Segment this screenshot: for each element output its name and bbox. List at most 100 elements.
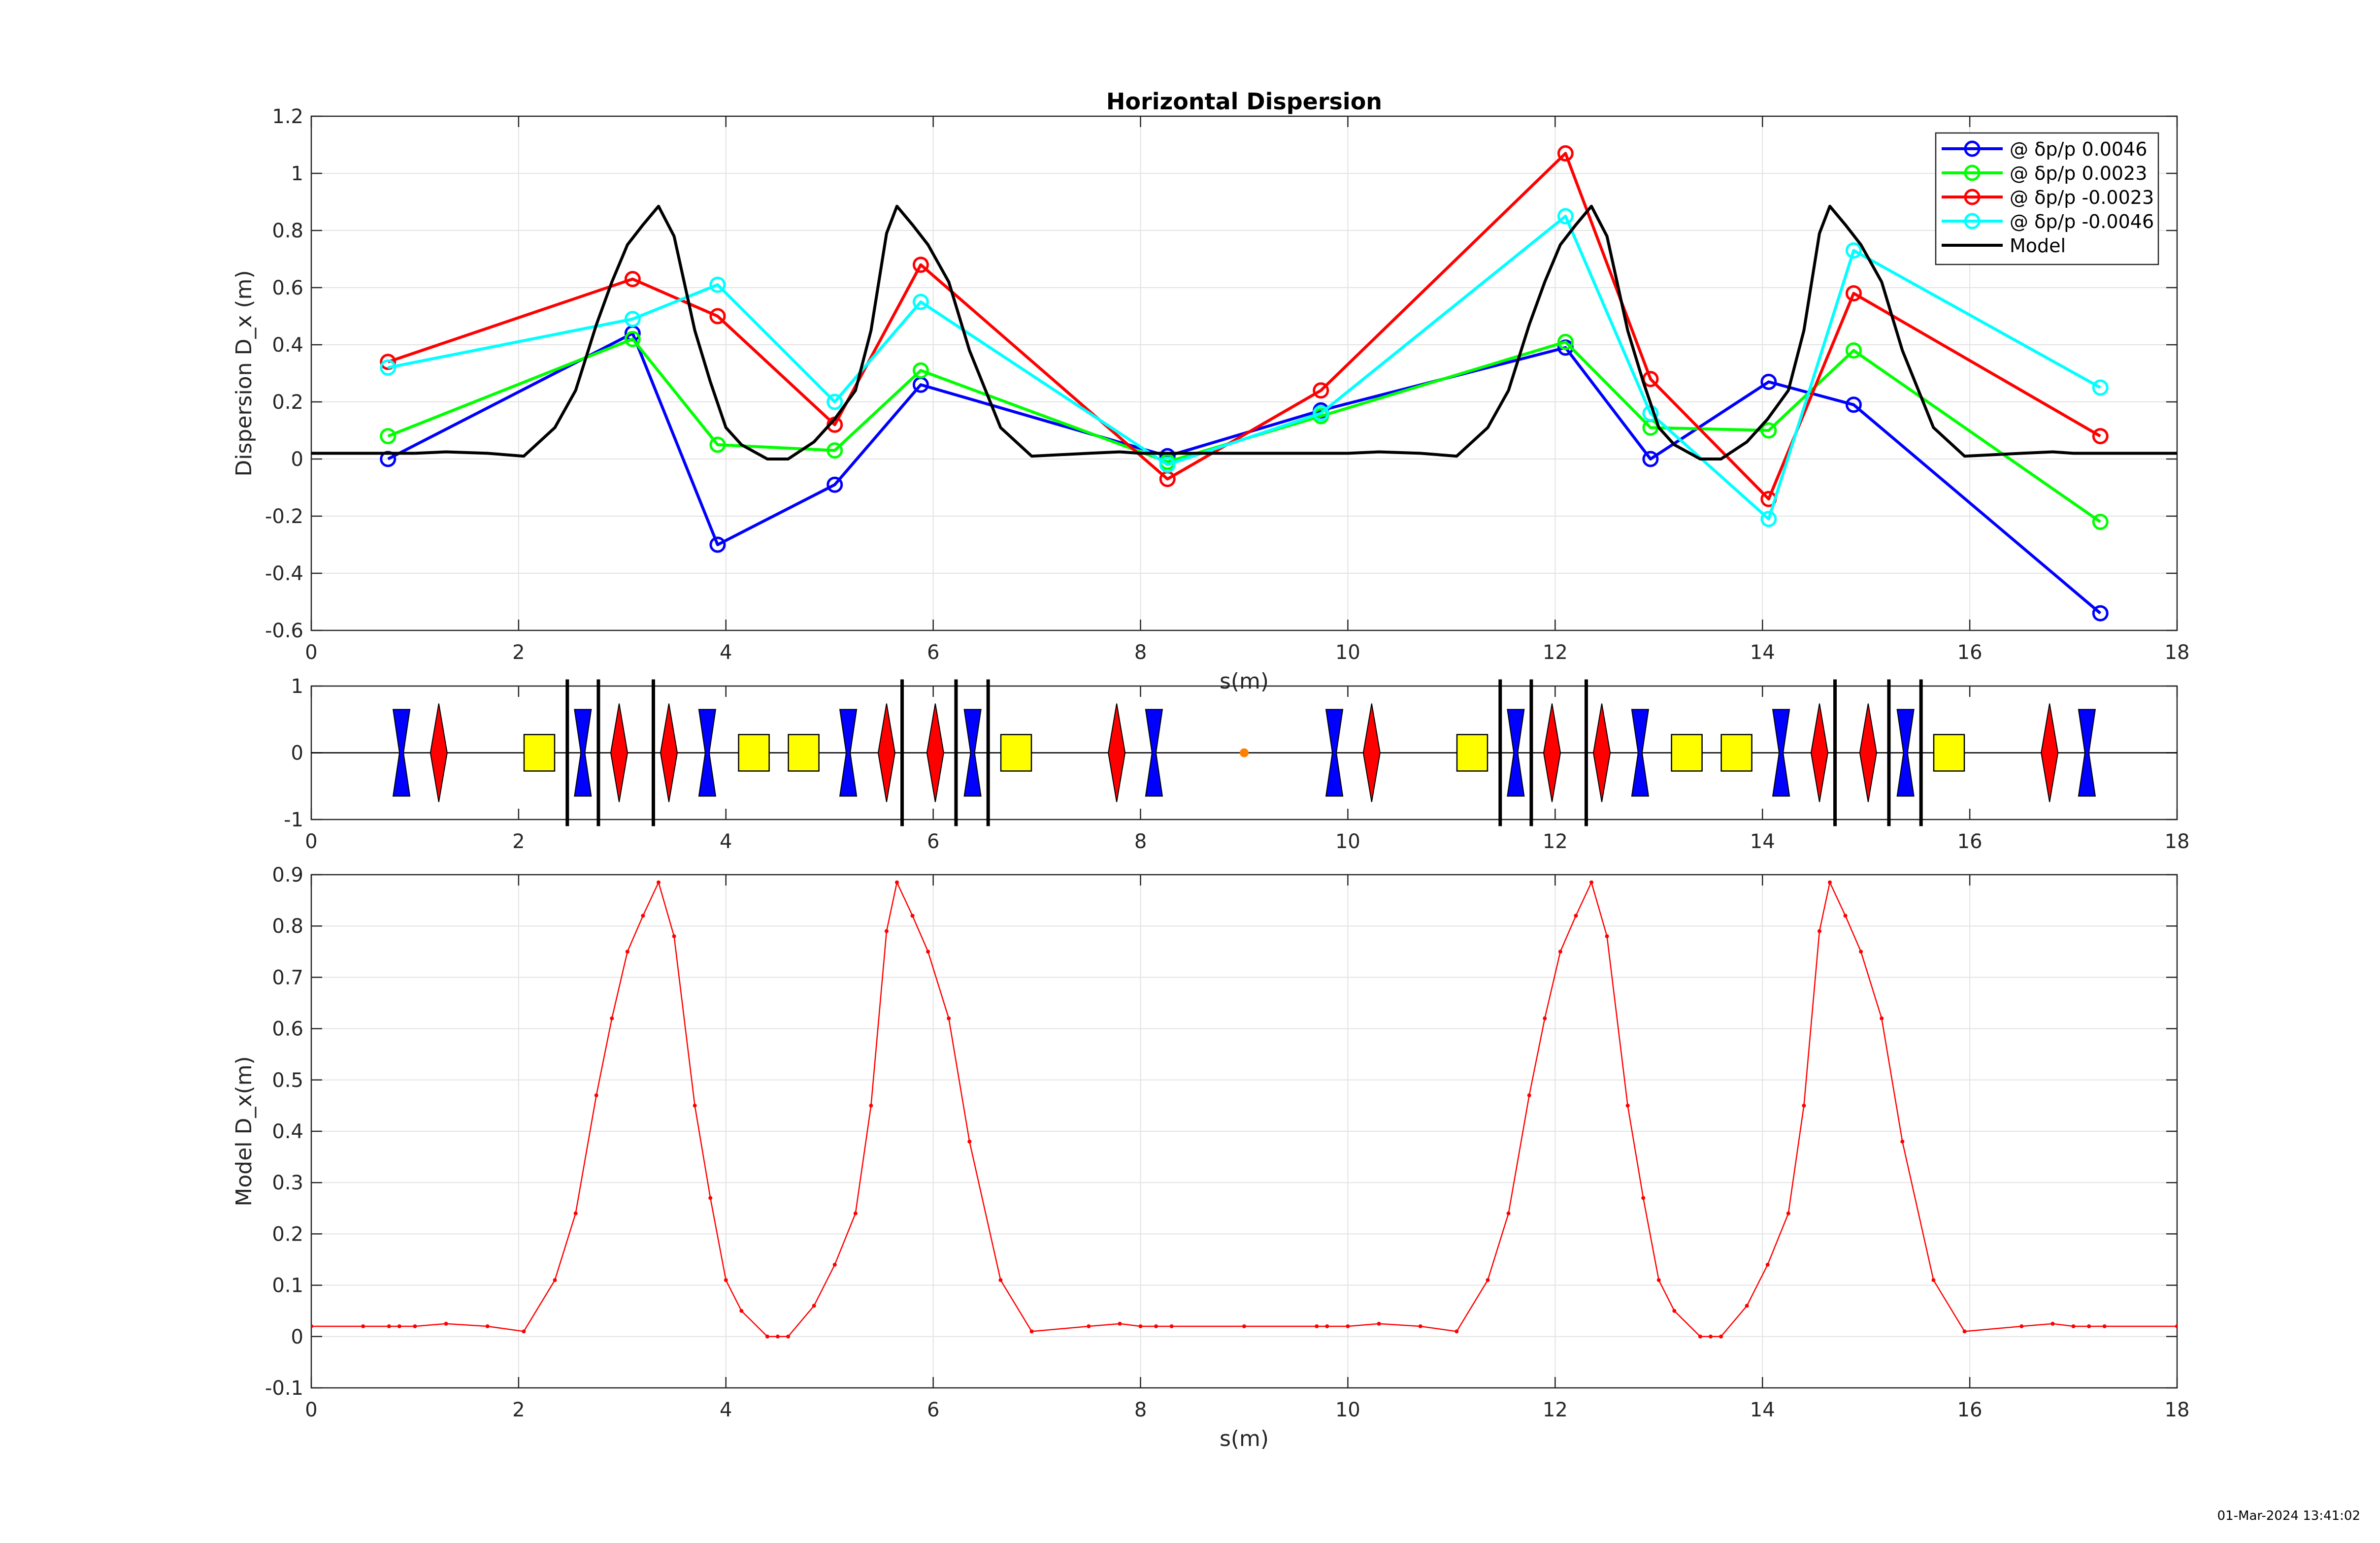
data-point (1377, 1321, 1381, 1326)
data-point (594, 1093, 598, 1098)
focusing-quadrupole (1543, 703, 1561, 802)
data-point (1029, 1329, 1034, 1334)
data-point (656, 880, 661, 885)
data-point (1159, 457, 1176, 473)
y-tick-label: 0.5 (272, 1069, 303, 1092)
y-tick-label: -0.2 (265, 505, 303, 528)
data-point (1605, 934, 1609, 939)
x-tick-label: 0 (305, 641, 317, 664)
data-point (1931, 1278, 1936, 1282)
data-point (884, 929, 889, 933)
data-point (1828, 880, 1832, 885)
data-point (895, 880, 899, 885)
x-tick-label: 12 (1543, 641, 1568, 664)
legend-item: Model (1942, 235, 2066, 257)
x-tick-label: 18 (2165, 641, 2190, 664)
y-tick-label: 0.3 (272, 1172, 303, 1194)
y-tick-label: 1 (291, 675, 303, 698)
data-point (1760, 511, 1777, 527)
data-point (912, 294, 929, 310)
data-point (1656, 1278, 1661, 1282)
legend-swatch-marker (1964, 140, 1981, 157)
x-tick-label: 0 (305, 830, 317, 853)
data-point (625, 950, 629, 954)
data-point (387, 1324, 391, 1328)
data-point (1719, 1334, 1723, 1339)
defocusing-quadrupole (839, 709, 858, 797)
x-tick-label: 4 (720, 1399, 732, 1421)
data-point (967, 1139, 972, 1144)
chart-title: Horizontal Dispersion (1106, 88, 1382, 115)
x-axis-label: s(m) (1220, 669, 1269, 694)
data-point (2087, 1324, 2091, 1328)
data-point (1543, 1016, 1547, 1020)
y-tick-label: 0.8 (272, 915, 303, 938)
y-axis-label: Model D_x(m) (231, 1056, 257, 1206)
data-point (1843, 914, 1848, 918)
data-point (1845, 285, 1862, 302)
x-tick-label: 2 (512, 641, 525, 664)
data-point (1557, 145, 1574, 162)
focusing-quadrupole (610, 703, 628, 802)
legend-label: @ δp/p 0.0023 (2010, 163, 2147, 184)
data-point (1859, 950, 1863, 954)
legend-item: @ δp/p 0.0023 (1942, 163, 2147, 184)
data-point (380, 428, 397, 445)
data-point (1527, 1093, 1531, 1098)
data-point (1672, 1309, 1677, 1313)
legend-swatch-marker (1964, 164, 1981, 181)
x-tick-label: 8 (1134, 641, 1147, 664)
y-tick-label: 0 (291, 1326, 303, 1348)
legend-item: @ δp/p -0.0023 (1942, 187, 2154, 208)
x-tick-label: 18 (2165, 830, 2190, 853)
dipole-magnet (523, 734, 556, 772)
data-point (1589, 880, 1593, 885)
data-point (1709, 1334, 1713, 1339)
defocusing-quadrupole (2078, 709, 2096, 797)
data-point (2092, 379, 2109, 396)
x-tick-label: 12 (1543, 1399, 1568, 1421)
focusing-quadrupole (1593, 703, 1611, 802)
x-tick-label: 4 (720, 641, 732, 664)
data-point (444, 1321, 448, 1326)
data-point (1506, 1211, 1511, 1215)
y-tick-label: -0.1 (265, 1377, 303, 1400)
data-point (2050, 1321, 2055, 1326)
x-tick-label: 6 (927, 1399, 939, 1421)
dipole-magnet (1933, 734, 1965, 772)
legend-item: @ δp/p -0.0046 (1942, 211, 2154, 232)
x-tick-label: 14 (1750, 1399, 1775, 1421)
defocusing-quadrupole (963, 709, 982, 797)
x-tick-label: 16 (1957, 830, 1983, 853)
axes-box (310, 115, 2178, 631)
y-tick-label: 0.2 (272, 391, 303, 414)
data-point (2092, 514, 2109, 530)
defocusing-quadrupole (574, 709, 592, 797)
panel-1: 0 2 4 6 8 10 12 14 16 18 -0.6 -0.4 -0.2 0 0.2 0.4 0.6 0.8… (231, 88, 2189, 694)
data-point (1154, 1324, 1158, 1328)
data-point (926, 950, 930, 954)
data-point (1765, 1262, 1770, 1267)
focusing-quadrupole (1108, 703, 1126, 802)
x-tick-label: 2 (512, 1399, 525, 1421)
data-point (624, 271, 641, 288)
data-point (1786, 1211, 1790, 1215)
y-tick-label: 0.1 (272, 1275, 303, 1297)
series-1 (380, 325, 2109, 622)
data-point (910, 914, 915, 918)
data-point (1242, 1324, 1246, 1328)
focusing-quadrupole (2041, 703, 2059, 802)
data-point (826, 394, 843, 410)
legend-label: Model (2010, 235, 2066, 257)
data-point (1454, 1329, 1459, 1334)
data-point (2092, 605, 2109, 622)
data-point (397, 1324, 401, 1328)
legend-label: @ δp/p -0.0023 (2010, 187, 2154, 208)
data-point (2071, 1324, 2076, 1328)
data-point (765, 1334, 769, 1339)
data-point (776, 1334, 780, 1339)
dipole-magnet (1456, 734, 1488, 772)
data-point (1845, 242, 1862, 259)
y-tick-label: -0.6 (265, 620, 303, 642)
